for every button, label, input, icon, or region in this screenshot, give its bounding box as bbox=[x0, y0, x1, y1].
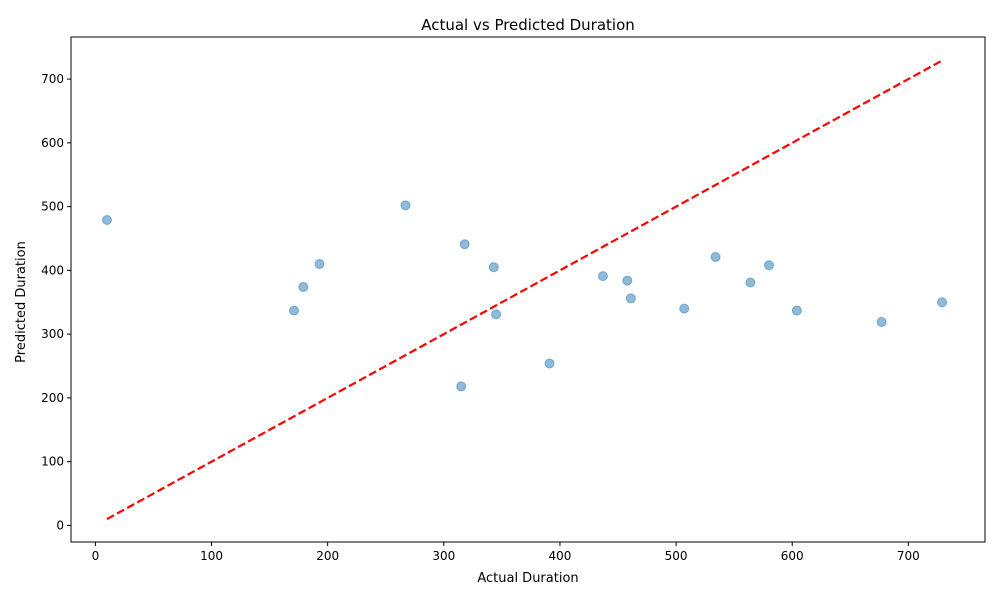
scatter-point-1 bbox=[288, 305, 299, 316]
y-tick-label: 500 bbox=[41, 200, 64, 214]
scatter-point-8 bbox=[491, 309, 502, 320]
reference-line-layer bbox=[106, 58, 944, 521]
y-tick-label: 100 bbox=[41, 455, 64, 469]
scatter-point-11 bbox=[622, 275, 633, 286]
x-tick-label: 200 bbox=[316, 549, 339, 563]
scatter-point-19 bbox=[937, 297, 948, 308]
scatter-point-15 bbox=[745, 277, 756, 288]
scatter-point-9 bbox=[544, 358, 555, 369]
chart-title: Actual vs Predicted Duration bbox=[421, 16, 635, 34]
scatter-point-12 bbox=[625, 293, 636, 304]
reference-line bbox=[106, 58, 944, 521]
y-tick-label: 700 bbox=[41, 72, 64, 86]
scatter-point-6 bbox=[459, 239, 470, 250]
x-tick-label: 500 bbox=[665, 549, 688, 563]
scatter-point-13 bbox=[679, 303, 690, 314]
scatter-point-18 bbox=[876, 317, 887, 328]
y-axis-ticks: 0 100 200 300 400 500 600 700 bbox=[41, 72, 71, 532]
scatter-point-10 bbox=[597, 271, 608, 282]
plot-area bbox=[70, 36, 986, 543]
scatter-point-2 bbox=[298, 281, 309, 292]
y-tick-label: 200 bbox=[41, 391, 64, 405]
x-axis-ticks: 0 100 200 300 400 500 600 700 bbox=[92, 542, 920, 563]
scatter-point-7 bbox=[488, 262, 499, 273]
scatter-point-14 bbox=[710, 251, 721, 262]
scatter-point-3 bbox=[314, 258, 325, 269]
x-tick-label: 400 bbox=[548, 549, 571, 563]
scatter-point-17 bbox=[791, 305, 802, 316]
y-tick-label: 600 bbox=[41, 136, 64, 150]
x-tick-label: 0 bbox=[92, 549, 100, 563]
scatter-point-0 bbox=[102, 214, 113, 225]
y-tick-label: 400 bbox=[41, 263, 64, 277]
points-layer bbox=[102, 200, 948, 392]
y-tick-label: 300 bbox=[41, 327, 64, 341]
y-axis-label: Predicted Duration bbox=[14, 241, 29, 363]
x-tick-label: 300 bbox=[432, 549, 455, 563]
x-tick-label: 700 bbox=[897, 549, 920, 563]
x-tick-label: 100 bbox=[200, 549, 223, 563]
plot-frame bbox=[70, 36, 986, 543]
x-tick-label: 600 bbox=[781, 549, 804, 563]
y-tick-label: 0 bbox=[56, 518, 64, 532]
scatter-point-5 bbox=[456, 381, 467, 392]
x-axis-label: Actual Duration bbox=[477, 571, 578, 586]
scatter-point-16 bbox=[763, 260, 774, 271]
scatter-point-4 bbox=[400, 200, 411, 211]
